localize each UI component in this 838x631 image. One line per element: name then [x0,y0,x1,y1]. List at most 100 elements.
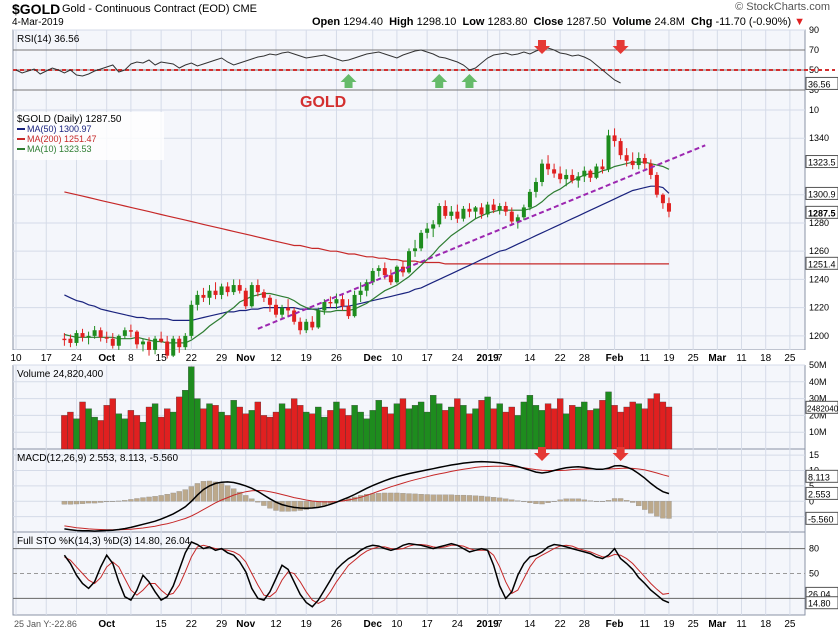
candlestick [346,306,351,317]
price-value-label: 1300.9 [808,189,836,199]
price-value-label: 1287.5 [808,208,836,218]
x-axis-label: 22 [555,353,567,364]
macd-histogram-bar [61,501,68,505]
volume-bar [103,405,110,450]
candlestick [431,224,436,229]
candlestick [86,335,91,338]
sto-value-label: 26.04 [808,589,831,599]
macd-histogram-bar [466,495,473,502]
volume-bar [121,418,128,450]
candlestick [533,182,538,192]
candlestick [479,207,484,215]
candlestick [413,248,418,252]
bottom-axis-label: 7 [497,619,503,630]
macd-histogram-bar [630,501,636,503]
volume-bar [454,398,461,450]
candlestick [104,337,109,339]
macd-histogram-bar [237,491,243,502]
candlestick [316,310,321,328]
x-axis-label: 24 [452,353,464,364]
candlestick [503,206,508,212]
volume-bar [448,406,455,450]
candlestick [473,207,478,212]
bottom-axis-label: 24 [452,619,464,630]
bottom-axis-label: 29 [216,619,228,630]
candlestick [648,163,653,175]
price-value-label: 1251.4 [808,259,836,269]
bottom-axis-label: 25 [688,619,700,630]
bottom-axis-label: 19 [663,619,675,630]
candlestick [558,173,563,180]
candlestick [660,194,665,204]
volume-bar [617,411,624,450]
macd-histogram-bar [170,492,176,502]
volume-bar [339,408,346,450]
price-value-box [805,256,838,270]
volume-bar [381,406,388,450]
candlestick [280,307,285,315]
candlestick [243,290,248,307]
macd-histogram-bar [388,492,394,502]
macd-histogram-bar [599,501,606,502]
macd-histogram-bar [539,501,545,505]
volume-bar [460,405,467,450]
volume-bar [490,408,497,450]
volume-bar [218,411,225,450]
volume-bar [520,401,528,450]
volume-bar [436,403,443,450]
macd-histogram-bar [218,483,225,502]
volume-bar [442,410,449,450]
macd-histogram-bar [104,501,110,503]
candlestick [171,338,176,356]
bottom-axis-label: 2019 [476,619,499,630]
volume-bar [176,396,183,450]
candlestick [588,170,593,178]
up-arrow-icon [340,74,357,88]
x-axis-label: 14 [524,353,536,364]
candlestick [74,333,79,343]
gold-annotation: GOLD [300,94,346,111]
candlestick [666,203,671,212]
macd-value-label: 2.553 [808,489,831,499]
macd-histogram-bar [73,501,80,505]
volume-bar [309,413,316,450]
macd-histogram-bar [636,501,642,507]
volume-bar [502,411,509,450]
x-axis-label: 19 [663,353,675,364]
price-value-box [805,186,838,200]
volume-bar [472,408,479,450]
candlestick [491,204,496,211]
candlestick [576,176,581,181]
sto-tick-label: 50 [809,569,819,579]
candlestick [153,338,158,350]
macd-histogram-bar [146,496,152,502]
volume-bar [290,398,298,450]
candlestick [388,275,393,283]
candlestick [80,333,85,338]
x-axis-label: Oct [98,353,115,364]
macd-value-box [805,486,838,500]
macd-histogram-bar [110,501,116,502]
candlestick [201,294,206,298]
macd-histogram-bar [249,498,255,502]
volume-bar [466,413,473,450]
macd-histogram-bar [303,501,309,510]
macd-histogram-bar [557,499,563,502]
bottom-axis-label: 22 [186,619,198,630]
volume-bar [423,411,431,450]
macd-histogram-bar [412,493,418,502]
volume-bar [254,401,262,450]
brand-watermark[interactable]: © StockCharts.com [735,1,830,13]
volume-bar [635,403,642,450]
volume-bar [411,405,419,450]
volume-bar [115,413,122,450]
bottom-axis-label: 11 [736,619,747,630]
candlestick [147,341,152,350]
macd-value-label: 8.113 [808,472,830,482]
candlestick [298,321,303,331]
macd-histogram-bar [152,496,158,502]
down-arrow-icon [534,40,551,54]
candlestick [654,174,659,195]
volume-bar [550,408,558,450]
bottom-axis-label: Mar [708,619,726,630]
